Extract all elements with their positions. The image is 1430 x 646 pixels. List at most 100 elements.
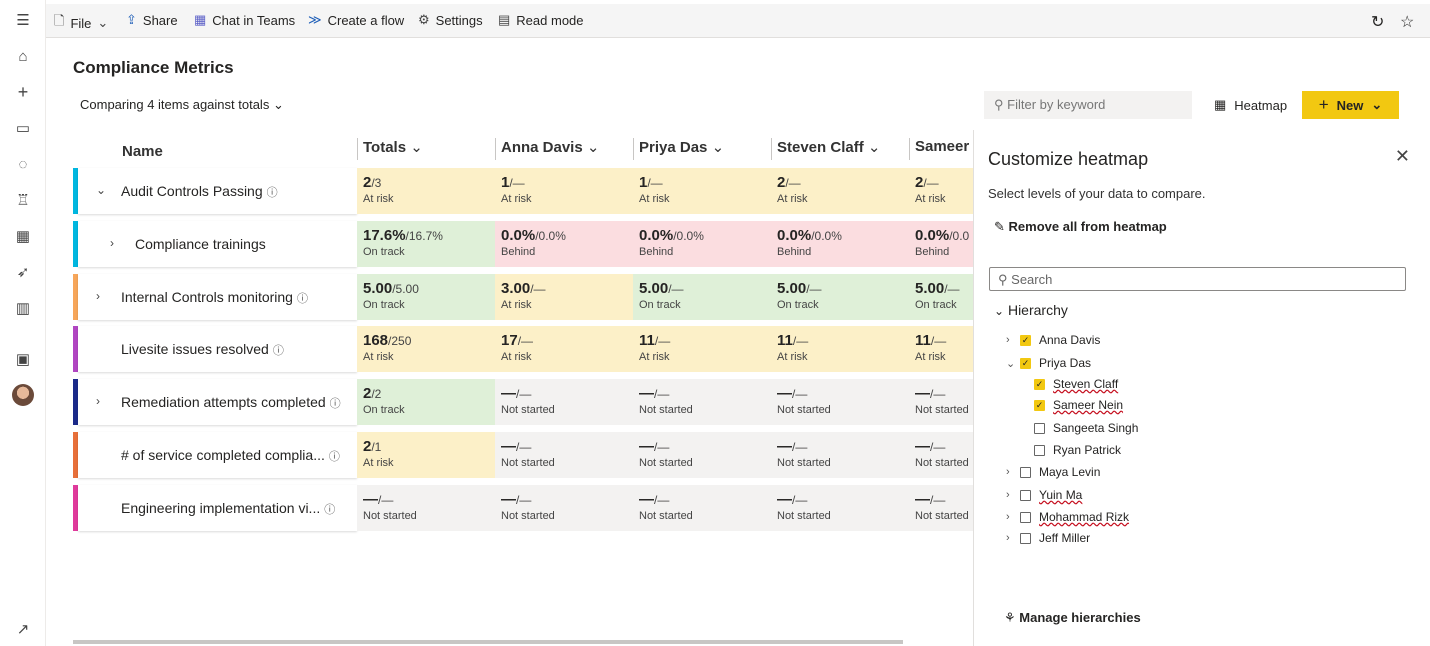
metric-cell[interactable]: 1/— At risk: [633, 168, 771, 214]
metric-cell[interactable]: 2/1 At risk: [357, 432, 495, 478]
hamburger-icon[interactable]: ☰: [16, 12, 30, 29]
settings-button[interactable]: ⚙ Settings: [418, 12, 483, 28]
metric-cell[interactable]: 17/— At risk: [495, 326, 633, 373]
new-button[interactable]: + New ⌄: [1302, 91, 1399, 119]
metric-cell[interactable]: —/— Not started: [771, 484, 909, 531]
apps-icon[interactable]: ▦: [15, 228, 31, 245]
row-name-cell[interactable]: # of service completed complia... ⓘ: [78, 432, 357, 478]
chat-icon[interactable]: ▣: [15, 351, 31, 368]
hierarchy-item[interactable]: ✓ Steven Claff: [1034, 377, 1119, 391]
remove-all-button[interactable]: ✎ Remove all from heatmap: [994, 219, 1167, 234]
chevron-right-icon[interactable]: ›: [1006, 466, 1010, 478]
metric-cell[interactable]: 0.0%/0.0 Behind: [909, 220, 973, 267]
column-header-totals[interactable]: Totals ⌄: [363, 139, 423, 156]
manage-hierarchies-button[interactable]: ⚘ Manage hierarchies: [1004, 610, 1141, 625]
metric-cell[interactable]: 2/— At risk: [909, 168, 973, 214]
external-arrow-icon[interactable]: ↗: [16, 621, 30, 638]
checkbox[interactable]: ✓: [1020, 357, 1031, 369]
metric-cell[interactable]: —/— Not started: [357, 484, 495, 531]
metric-cell[interactable]: —/— Not started: [771, 379, 909, 426]
checkbox[interactable]: ✓: [1034, 399, 1045, 411]
table-row[interactable]: › Compliance trainings 17.6%/16.7% On track…: [73, 220, 973, 267]
checkbox[interactable]: [1020, 466, 1031, 478]
row-name-cell[interactable]: ⌄ Audit Controls Passing ⓘ: [78, 168, 357, 214]
table-row[interactable]: ⌄ Audit Controls Passing ⓘ 2/3 At risk 1/— At …: [73, 168, 973, 214]
column-header-name[interactable]: Name: [122, 143, 163, 160]
chevron-right-icon[interactable]: ›: [1006, 489, 1010, 501]
chevron-right-icon[interactable]: ›: [1006, 334, 1010, 346]
info-icon[interactable]: ⓘ: [328, 451, 340, 463]
metric-cell[interactable]: —/— Not started: [495, 432, 633, 478]
metric-cell[interactable]: 11/— At risk: [909, 326, 973, 373]
avatar[interactable]: [12, 384, 34, 406]
metric-cell[interactable]: —/— Not started: [909, 484, 973, 531]
metric-cell[interactable]: 2/3 At risk: [357, 168, 495, 214]
table-row[interactable]: › Remediation attempts completed ⓘ 2/2 On tr…: [73, 379, 973, 426]
file-menu[interactable]: 🗋 File ⌄: [54, 12, 108, 34]
metric-cell[interactable]: —/— Not started: [909, 379, 973, 426]
table-row[interactable]: # of service completed complia... ⓘ 2/1 At …: [73, 432, 973, 478]
share-button[interactable]: ⇪ Share: [126, 12, 178, 28]
hierarchy-item[interactable]: › Maya Levin: [1006, 465, 1101, 479]
chevron-down-icon[interactable]: ⌄: [1006, 357, 1016, 370]
metric-cell[interactable]: 5.00/5.00 On track: [357, 273, 495, 320]
row-name-cell[interactable]: Livesite issues resolved ⓘ: [78, 326, 357, 373]
metric-cell[interactable]: 11/— At risk: [771, 326, 909, 373]
metric-cell[interactable]: 17.6%/16.7% On track: [357, 220, 495, 267]
trophy-icon[interactable]: ♖: [16, 192, 30, 209]
hierarchy-item[interactable]: Ryan Patrick: [1034, 443, 1121, 457]
column-header-anna-davis[interactable]: Anna Davis ⌄: [501, 139, 600, 156]
column-header-priya-das[interactable]: Priya Das ⌄: [639, 139, 725, 156]
chevron-right-icon[interactable]: ›: [110, 235, 114, 250]
metric-cell[interactable]: 11/— At risk: [633, 326, 771, 373]
info-icon[interactable]: ⓘ: [272, 345, 284, 358]
checkbox[interactable]: [1020, 532, 1031, 544]
hierarchy-header[interactable]: ⌄ Hierarchy: [994, 302, 1068, 318]
home-icon[interactable]: ⌂: [18, 47, 28, 65]
plus-icon[interactable]: +: [17, 81, 29, 102]
metric-cell[interactable]: 3.00/— At risk: [495, 273, 633, 320]
checkbox[interactable]: ✓: [1020, 334, 1031, 346]
hierarchy-item[interactable]: › ✓ Anna Davis: [1006, 333, 1101, 347]
info-icon[interactable]: ⓘ: [329, 398, 341, 411]
hierarchy-item[interactable]: ⌄ ✓ Priya Das: [1006, 356, 1092, 370]
chevron-right-icon[interactable]: ›: [96, 288, 100, 303]
horizontal-scrollbar[interactable]: [73, 640, 903, 644]
table-row[interactable]: Livesite issues resolved ⓘ 168/250 At risk 1…: [73, 326, 973, 373]
heatmap-button[interactable]: ▦ Heatmap: [1214, 97, 1288, 113]
hierarchy-item[interactable]: ✓ Sameer Nein: [1034, 398, 1124, 412]
checkbox[interactable]: [1034, 444, 1045, 456]
compare-dropdown[interactable]: Comparing 4 items against totals ⌄: [80, 97, 284, 112]
metric-cell[interactable]: —/— Not started: [495, 484, 633, 531]
info-icon[interactable]: ⓘ: [296, 292, 308, 305]
hierarchy-item[interactable]: › Yuin Ma: [1006, 488, 1083, 502]
checkbox[interactable]: [1020, 511, 1031, 523]
info-icon[interactable]: ⓘ: [324, 503, 336, 516]
chevron-right-icon[interactable]: ›: [1006, 511, 1010, 523]
hierarchy-item[interactable]: › Mohammad Rizk: [1006, 510, 1130, 524]
chat-in-teams-button[interactable]: ▦ Chat in Teams: [194, 12, 296, 28]
checkbox[interactable]: [1034, 422, 1045, 434]
folder-icon[interactable]: ▭: [15, 120, 31, 137]
metric-cell[interactable]: 5.00/— On track: [633, 273, 771, 320]
chevron-right-icon[interactable]: ›: [96, 394, 100, 409]
row-name-cell[interactable]: › Remediation attempts completed ⓘ: [78, 379, 357, 426]
filter-input[interactable]: ⚲ Filter by keyword: [984, 91, 1192, 119]
metric-cell[interactable]: 5.00/— On track: [771, 273, 909, 320]
info-icon[interactable]: ⓘ: [266, 187, 278, 199]
metric-cell[interactable]: 5.00/— On track: [909, 273, 973, 320]
metric-cell[interactable]: 0.0%/0.0% Behind: [495, 220, 633, 267]
column-header-sameer[interactable]: Sameer: [915, 138, 970, 155]
book-icon[interactable]: ▥: [15, 300, 31, 317]
database-icon[interactable]: ◌: [18, 155, 28, 173]
metric-cell[interactable]: —/— Not started: [633, 484, 771, 531]
metric-cell[interactable]: —/— Not started: [633, 432, 771, 478]
create-flow-button[interactable]: ≫ Create a flow: [308, 12, 405, 28]
metric-cell[interactable]: 2/— At risk: [771, 168, 909, 214]
chevron-down-icon[interactable]: ⌄: [96, 183, 107, 197]
rocket-icon[interactable]: ➶: [16, 264, 30, 281]
hierarchy-search-input[interactable]: ⚲ Search: [989, 267, 1406, 291]
metric-cell[interactable]: 168/250 At risk: [357, 326, 495, 373]
metric-cell[interactable]: —/— Not started: [771, 432, 909, 478]
metric-cell[interactable]: 0.0%/0.0% Behind: [633, 220, 771, 267]
